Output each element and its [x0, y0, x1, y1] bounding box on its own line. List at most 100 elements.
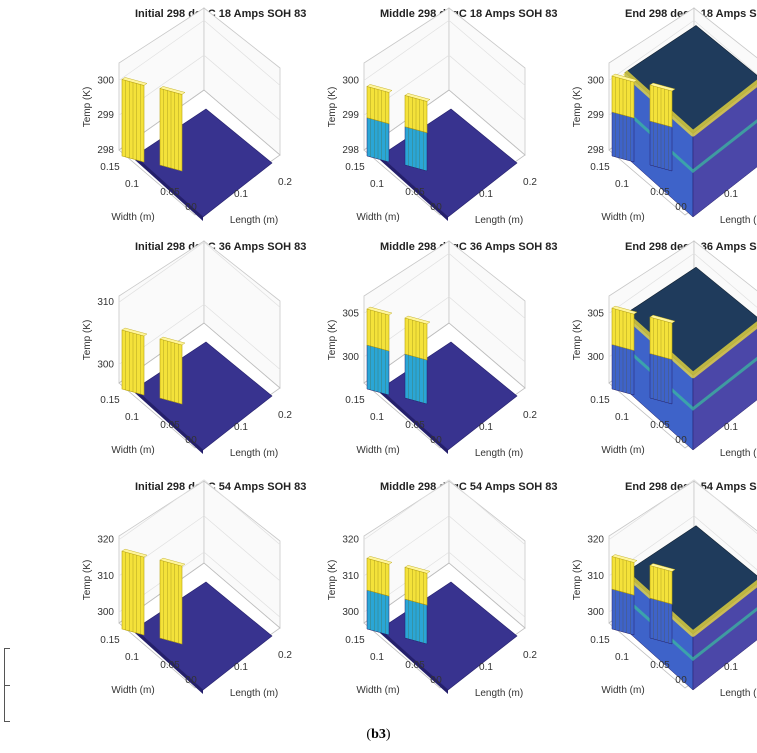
tab-spike	[366, 84, 393, 163]
body-mid-band	[623, 596, 757, 662]
x-tick-label: 0.1	[724, 422, 738, 433]
y-tick-label: 0.1	[370, 652, 384, 663]
z-tick-label: 320	[97, 535, 114, 546]
tab-spike	[404, 93, 431, 172]
tab-cap	[404, 565, 431, 574]
y-tick-label: 0	[430, 435, 436, 446]
y-axis-label: Width (m)	[356, 445, 399, 456]
z-tick-label: 299	[342, 110, 359, 121]
y-tick-label: 0.05	[160, 420, 180, 431]
z-gridline	[693, 515, 757, 571]
tab-spike	[649, 563, 676, 645]
tab-spike	[366, 556, 393, 636]
z-tick-label: 320	[587, 535, 604, 546]
panel: Initial 298 degC 18 Amps SOH 83 298 299 300…	[82, 7, 306, 226]
z-axis-label: Temp (K)	[82, 87, 93, 128]
panel-title: Middle 298 degC 18 Amps SOH 83	[380, 8, 557, 20]
y-tick-label: 0.1	[370, 412, 384, 423]
y-axis-label: Width (m)	[356, 212, 399, 223]
y-axis-label: Width (m)	[111, 445, 154, 456]
body-edge	[380, 389, 448, 454]
x-axis-label: Length (m)	[230, 215, 278, 226]
z-gridline	[693, 479, 757, 534]
tab-cap	[404, 93, 431, 102]
z-gridline	[448, 54, 526, 121]
x-tick-label: 0	[436, 202, 442, 213]
z-axis-label: Temp (K)	[82, 320, 93, 361]
x-tick-label: 0	[681, 435, 687, 446]
x-axis-label: Length (m)	[230, 688, 278, 699]
z-tick-label: 300	[97, 75, 114, 86]
z-tick-label: 310	[97, 297, 114, 308]
x-tick-label: 0	[681, 202, 687, 213]
x-tick-label: 0	[436, 675, 442, 686]
z-gridline	[608, 253, 695, 314]
panel: End 298 degC 18 Amps SOH 83298299300Temp…	[572, 7, 757, 226]
z-tick-label: 300	[587, 75, 604, 86]
z-gridline	[203, 479, 281, 545]
x-tick-label: 0	[436, 435, 442, 446]
caption-close: )	[385, 727, 391, 742]
y-tick-label: 0.05	[405, 420, 425, 431]
figure-grid: Initial 298 degC 18 Amps SOH 83 298 299 300…	[82, 7, 757, 699]
z-tick-label: 298	[587, 145, 604, 156]
tab-cap	[611, 554, 638, 563]
body-edge	[135, 629, 203, 694]
y-tick-label: 0.05	[650, 420, 670, 431]
tab-spike	[159, 336, 186, 405]
y-tick-label: 0.15	[590, 162, 610, 173]
panel-title: Initial 298 degC 54 Amps SOH 83	[135, 481, 306, 493]
x-tick-label: 0.1	[234, 189, 248, 200]
z-gridline	[608, 20, 695, 81]
z-tick-label: 320	[342, 535, 359, 546]
z-tick-label: 300	[342, 352, 359, 363]
tab-spike	[649, 82, 676, 172]
body-mid-band	[623, 346, 757, 411]
z-gridline	[363, 479, 450, 540]
x-tick-label: 0.2	[523, 410, 537, 421]
x-axis-label: Length (m)	[230, 448, 278, 459]
x-axis-label: Length (m)	[720, 448, 757, 459]
x-tick-label: 0.1	[724, 189, 738, 200]
z-tick-label: 310	[97, 571, 114, 582]
body-edge	[380, 629, 448, 694]
z-axis-label: Temp (K)	[572, 87, 583, 128]
z-gridline	[203, 304, 281, 370]
tab-spike	[366, 306, 393, 396]
z-axis-label: Temp (K)	[327, 320, 338, 361]
tab-spike	[121, 327, 148, 396]
y-tick-label: 0.05	[650, 660, 670, 671]
panel: Middle 298 degC 36 Amps SOH 83 300 305 Temp…	[327, 240, 557, 459]
body-edge-gradient	[622, 70, 757, 137]
y-tick-label: 0.15	[345, 395, 365, 406]
x-tick-label: 0.1	[234, 662, 248, 673]
body-edge-gradient	[622, 570, 757, 637]
z-tick-label: 300	[97, 359, 114, 370]
tab-spike	[121, 77, 148, 163]
figure-caption: (b3)	[0, 727, 757, 743]
tab-cap	[159, 336, 186, 346]
x-axis-label: Length (m)	[720, 688, 757, 699]
y-tick-label: 0	[675, 202, 681, 213]
z-tick-label: 299	[97, 110, 114, 121]
z-tick-label: 298	[342, 145, 359, 156]
z-gridline	[363, 253, 450, 314]
x-axis-label: Length (m)	[720, 215, 757, 226]
tab-cap	[611, 305, 638, 315]
z-gridline	[118, 20, 205, 81]
tab-cap	[121, 327, 148, 337]
x-tick-label: 0.1	[479, 662, 493, 673]
tab-spike	[611, 554, 638, 636]
z-gridline	[448, 296, 526, 363]
margin-bracket	[4, 648, 11, 722]
tab-spike	[404, 315, 431, 405]
body-side-right	[692, 583, 757, 691]
y-tick-label: 0	[185, 435, 191, 446]
y-tick-label: 0.1	[125, 179, 139, 190]
panel: Middle 298 degC 54 Amps SOH 83 300 310 320 T…	[327, 479, 557, 699]
body-edge	[135, 389, 203, 454]
z-tick-label: 310	[342, 571, 359, 582]
z-gridline	[118, 241, 205, 303]
body-edge	[135, 156, 203, 221]
body-edge-gradient	[622, 311, 757, 379]
